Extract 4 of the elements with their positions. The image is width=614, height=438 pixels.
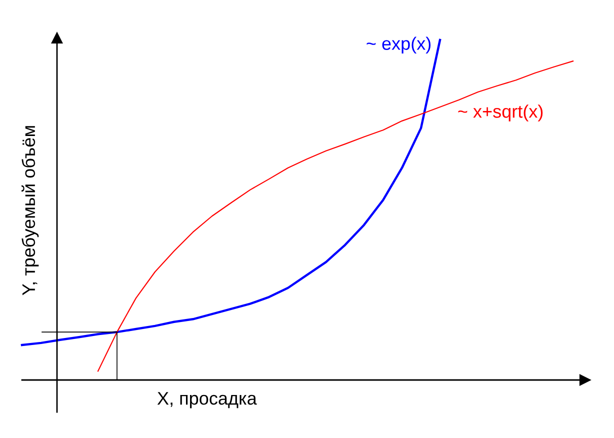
x-axis-title: X, просадка	[157, 392, 257, 408]
series-label: ~ exp(x)	[366, 36, 431, 54]
series-label: ~ x+sqrt(x)	[458, 104, 543, 122]
y-axis-title: Y, требуемый объём	[22, 126, 39, 296]
